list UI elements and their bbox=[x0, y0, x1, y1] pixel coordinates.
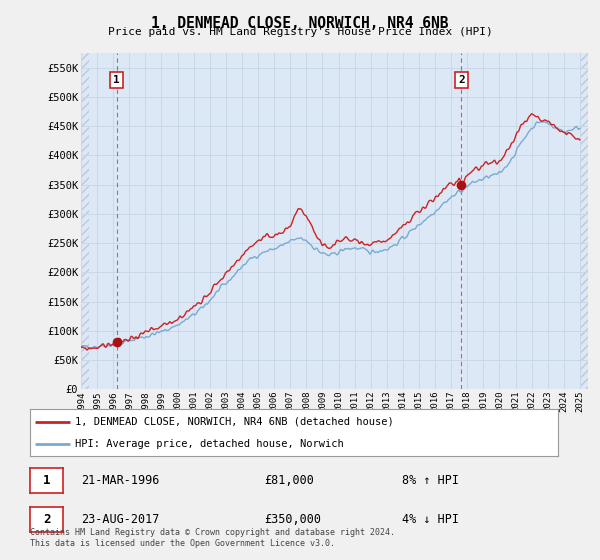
Text: HPI: Average price, detached house, Norwich: HPI: Average price, detached house, Norw… bbox=[75, 438, 344, 449]
Text: 2: 2 bbox=[43, 513, 50, 526]
Text: 2: 2 bbox=[458, 75, 465, 85]
Text: 23-AUG-2017: 23-AUG-2017 bbox=[81, 513, 160, 526]
Text: Contains HM Land Registry data © Crown copyright and database right 2024.
This d: Contains HM Land Registry data © Crown c… bbox=[30, 528, 395, 548]
Text: 1, DENMEAD CLOSE, NORWICH, NR4 6NB (detached house): 1, DENMEAD CLOSE, NORWICH, NR4 6NB (deta… bbox=[75, 417, 394, 427]
Text: 1: 1 bbox=[113, 75, 120, 85]
Text: 1: 1 bbox=[43, 474, 50, 487]
Text: £81,000: £81,000 bbox=[264, 474, 314, 487]
Text: £350,000: £350,000 bbox=[264, 513, 321, 526]
Text: 21-MAR-1996: 21-MAR-1996 bbox=[81, 474, 160, 487]
Text: Price paid vs. HM Land Registry's House Price Index (HPI): Price paid vs. HM Land Registry's House … bbox=[107, 27, 493, 37]
Polygon shape bbox=[580, 53, 588, 389]
Text: 8% ↑ HPI: 8% ↑ HPI bbox=[402, 474, 459, 487]
Text: 1, DENMEAD CLOSE, NORWICH, NR4 6NB: 1, DENMEAD CLOSE, NORWICH, NR4 6NB bbox=[151, 16, 449, 31]
Text: 4% ↓ HPI: 4% ↓ HPI bbox=[402, 513, 459, 526]
Polygon shape bbox=[81, 53, 89, 389]
